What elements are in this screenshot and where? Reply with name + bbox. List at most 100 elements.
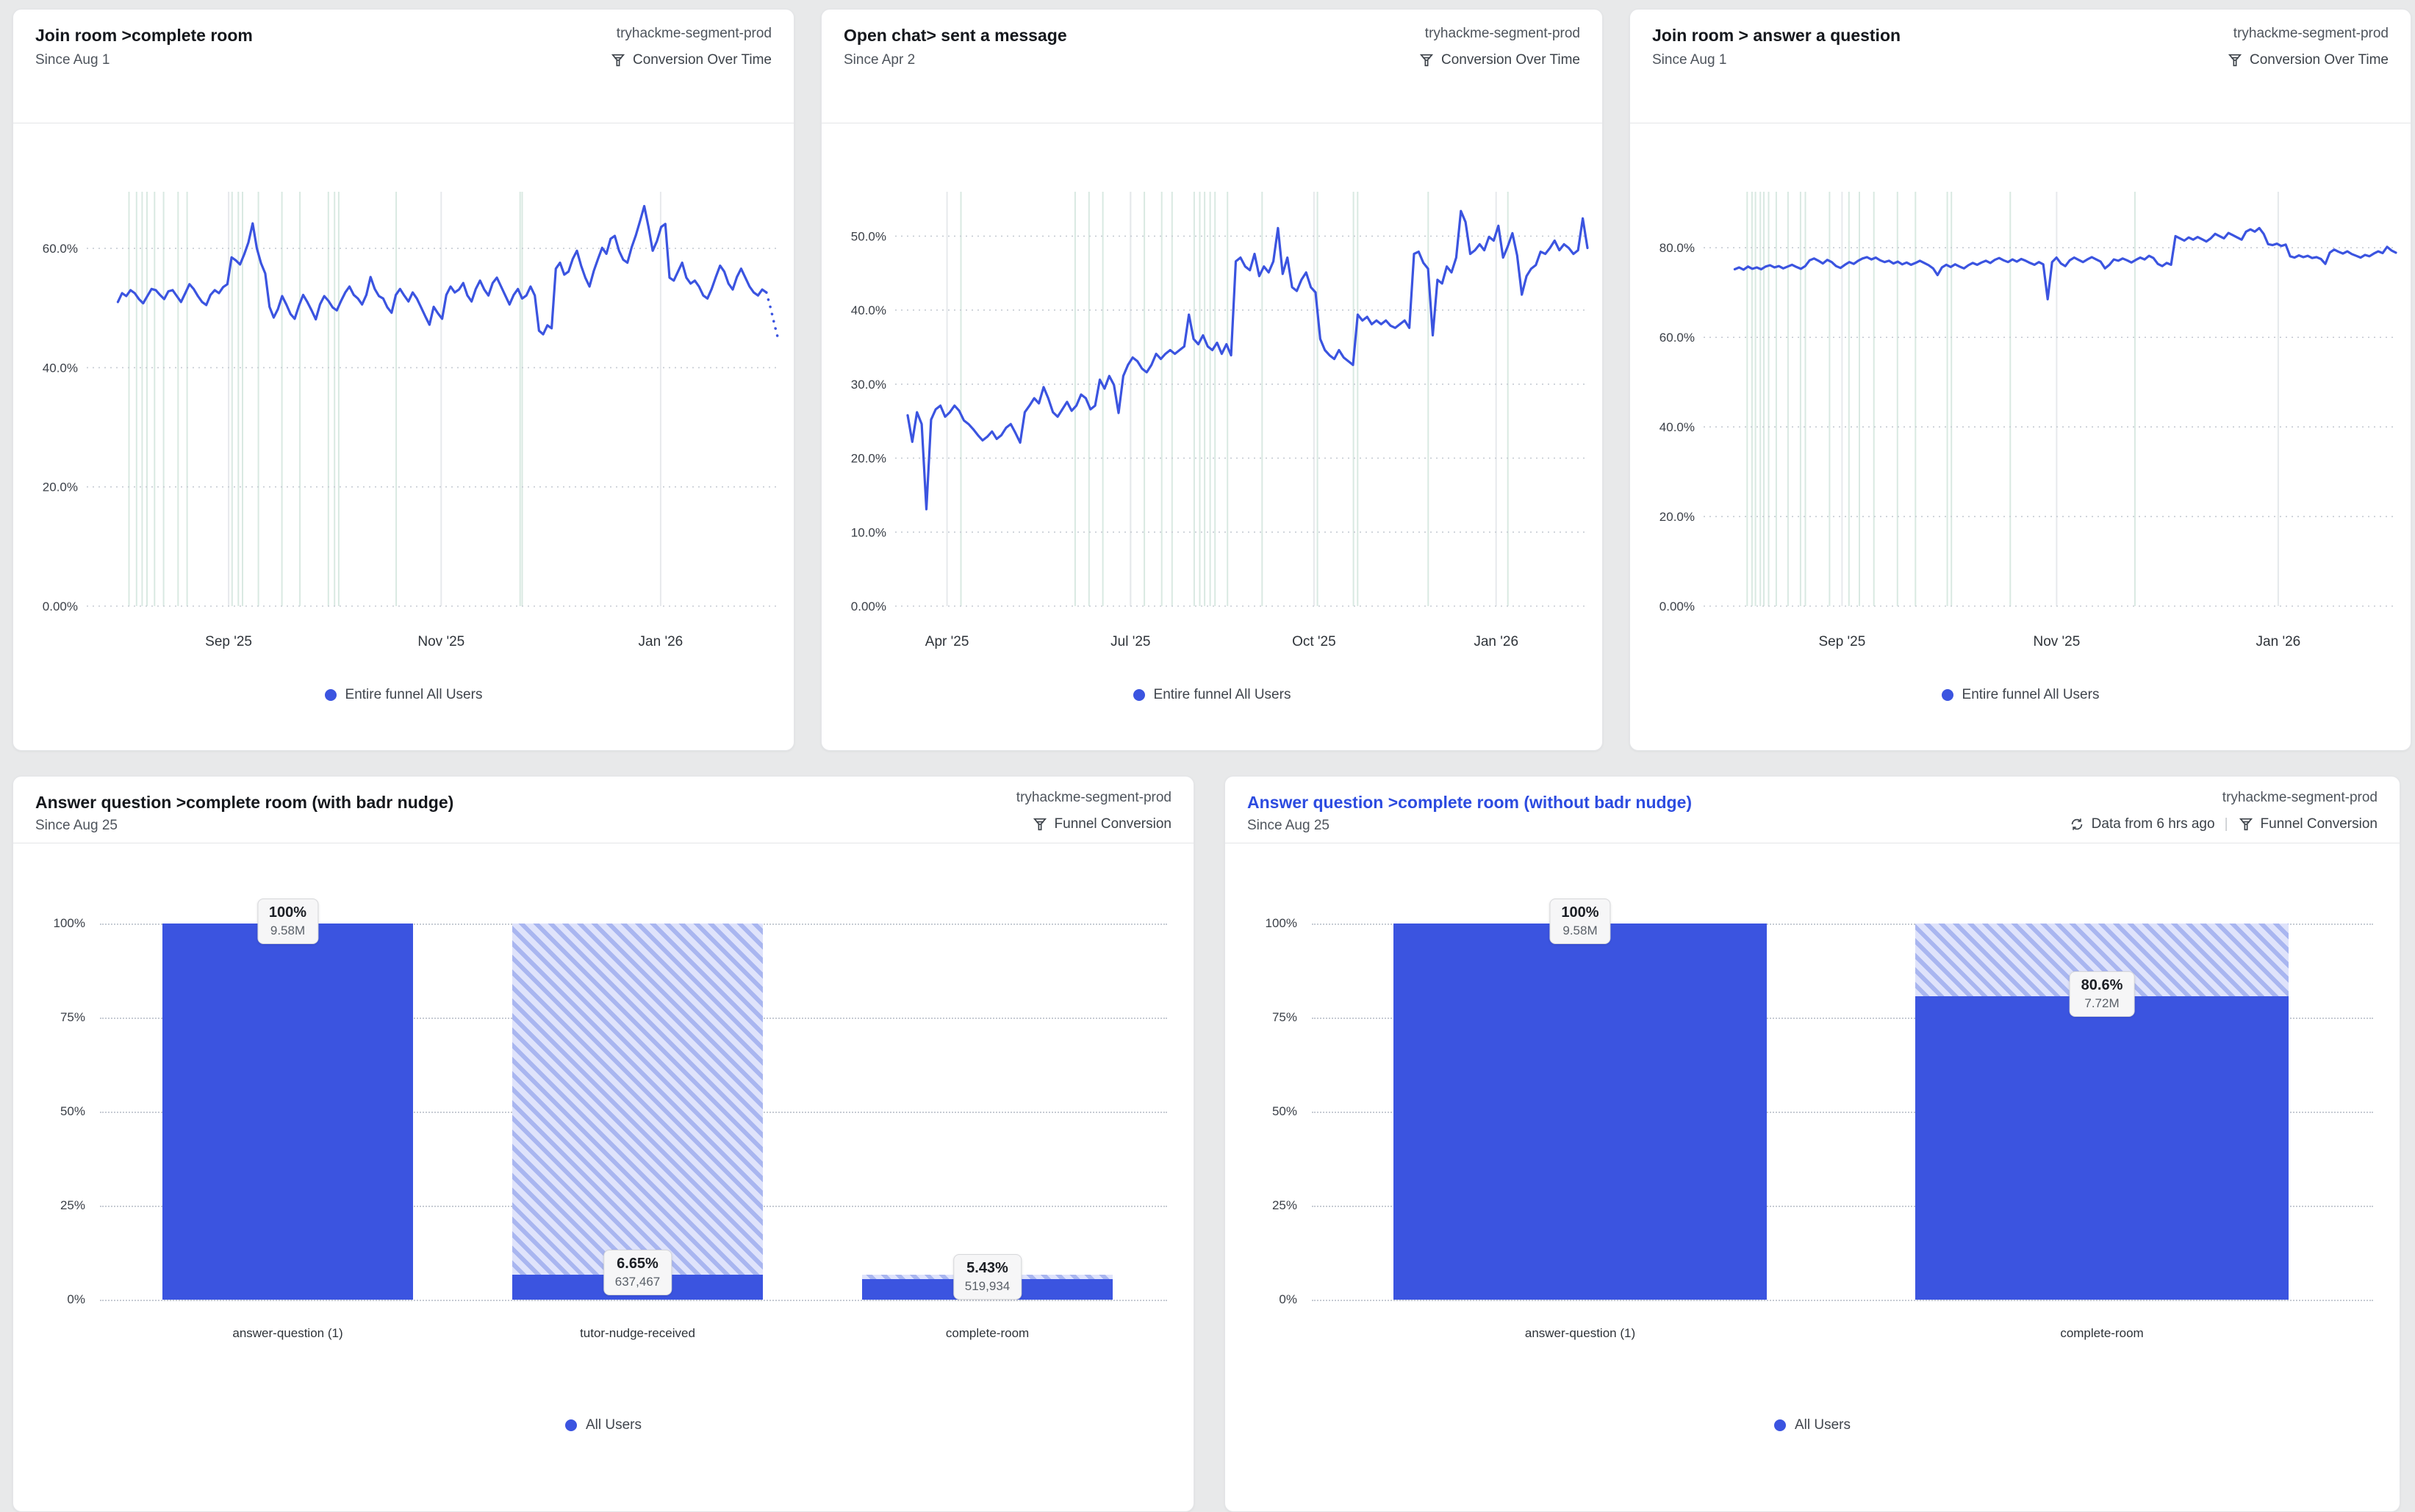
funnel-value-box: 6.65% 637,467 — [603, 1250, 672, 1295]
card-title[interactable]: Join room >complete room — [35, 26, 253, 45]
funnel-y-tick-label: 75% — [1271, 1010, 1297, 1024]
y-tick-label: 0.00% — [43, 600, 78, 613]
line-chart[interactable]: Sep '25 Nov '25 Jan '26 0.00% 20.0% 40.0% 60.0… — [1630, 123, 2411, 666]
funnel-count-value: 9.58M — [270, 924, 306, 937]
funnel-icon — [2228, 54, 2242, 67]
card-date-range: Since Aug 1 — [1652, 52, 1727, 68]
data-freshness[interactable]: Data from 6 hrs ago — [2069, 816, 2215, 832]
legend-label: Entire funnel All Users — [1153, 687, 1291, 702]
card-title[interactable]: Open chat> sent a message — [844, 26, 1067, 45]
y-tick-label: 60.0% — [43, 242, 78, 256]
refresh-icon[interactable] — [2069, 816, 2085, 832]
funnel-gridline — [1312, 924, 2373, 925]
funnel-gridline — [1312, 1300, 2373, 1301]
chart-legend[interactable]: All Users — [1225, 1417, 2400, 1433]
funnel-pct-value: 100% — [268, 904, 307, 921]
funnel-chart[interactable]: 0% 25% 50% 75% 100% 100% 9.58M answer-questio… — [1225, 843, 2400, 1386]
chart-card-join-room-complete-room[interactable]: Join room >complete room Since Aug 1 try… — [12, 9, 794, 751]
funnel-icon — [611, 54, 625, 67]
legend-label: Entire funnel All Users — [1962, 687, 2100, 702]
chart-card-open-chat-sent-message[interactable]: Open chat> sent a message Since Apr 2 tr… — [821, 9, 1603, 751]
legend-label: All Users — [1794, 1417, 1851, 1433]
funnel-y-tick-label: 0% — [67, 1292, 85, 1306]
freshness-label: Data from 6 hrs ago — [2091, 816, 2215, 832]
funnel-bar[interactable] — [1915, 996, 2289, 1300]
funnel-y-tick-label: 50% — [60, 1104, 85, 1118]
project-name: tryhackme-segment-prod — [616, 26, 772, 41]
chart-mode-label: Conversion Over Time — [1440, 52, 1580, 68]
legend-label: All Users — [585, 1417, 642, 1433]
separator: | — [2224, 816, 2228, 832]
x-tick-label: Jan '26 — [1474, 634, 1518, 649]
funnel-step-label: answer-question (1) — [1524, 1326, 1636, 1340]
conversion-line[interactable] — [1733, 226, 2397, 300]
chart-card-funnel-without-nudge[interactable]: Answer question >complete room (without … — [1224, 776, 2400, 1512]
funnel-gridline — [1312, 1112, 2373, 1113]
card-title[interactable]: Join room > answer a question — [1652, 26, 1901, 45]
funnel-chart[interactable]: 0% 25% 50% 75% 100% 100% 9.58M answer-questio… — [13, 843, 1194, 1386]
legend-label: Entire funnel All Users — [345, 687, 483, 702]
y-tick-label: 80.0% — [1659, 241, 1695, 255]
funnel-gridline — [100, 1300, 1167, 1301]
funnel-y-tick-label: 0% — [1279, 1292, 1297, 1306]
funnel-icon — [1419, 54, 1434, 67]
conversion-line[interactable] — [906, 209, 1589, 511]
x-tick-label: Oct '25 — [1292, 634, 1336, 649]
chart-mode-label: Conversion Over Time — [632, 52, 772, 68]
legend-dot — [564, 1419, 577, 1431]
chart-legend[interactable]: Entire funnel All Users — [13, 687, 794, 703]
chart-legend[interactable]: Entire funnel All Users — [1630, 687, 2411, 703]
funnel-gridline — [1312, 1206, 2373, 1207]
chart-legend[interactable]: Entire funnel All Users — [822, 687, 1602, 703]
y-tick-label: 30.0% — [851, 378, 886, 392]
funnel-y-tick-label: 50% — [1271, 1104, 1297, 1118]
funnel-gridline — [1312, 1018, 2373, 1019]
conversion-line[interactable] — [116, 204, 768, 336]
funnel-value-box: 5.43% 519,934 — [952, 1254, 1022, 1300]
legend-dot — [1133, 689, 1145, 701]
line-chart[interactable]: Sep '25 Nov '25 Jan '26 0.00% 20.0% 40.0% 60.0… — [13, 123, 794, 666]
y-tick-label: 10.0% — [851, 525, 886, 539]
project-name: tryhackme-segment-prod — [1424, 26, 1580, 41]
card-date-range: Since Aug 25 — [35, 818, 118, 833]
chart-mode-label: Conversion Over Time — [2249, 52, 2389, 68]
x-tick-label: Nov '25 — [2033, 634, 2080, 649]
y-tick-label: 0.00% — [851, 600, 886, 613]
x-tick-label: Jul '25 — [1110, 634, 1150, 649]
x-tick-label: Sep '25 — [1818, 634, 1865, 649]
chart-legend[interactable]: All Users — [13, 1417, 1194, 1433]
funnel-step-label: complete-room — [2060, 1326, 2144, 1340]
y-tick-label: 50.0% — [851, 229, 886, 243]
card-date-range: Since Apr 2 — [844, 52, 916, 68]
funnel-y-tick-label: 25% — [60, 1198, 85, 1212]
funnel-count-value: 7.72M — [2084, 996, 2120, 1011]
funnel-step-label: answer-question (1) — [232, 1326, 343, 1340]
project-name: tryhackme-segment-prod — [1016, 790, 1171, 805]
funnel-step-label: tutor-nudge-received — [580, 1326, 695, 1340]
funnel-pct-value: 6.65% — [617, 1256, 659, 1272]
y-tick-label: 40.0% — [851, 303, 886, 317]
funnel-count-value: 9.58M — [1562, 924, 1598, 937]
card-title-link[interactable]: Answer question >complete room (without … — [1247, 793, 1693, 812]
funnel-pct-value: 80.6% — [2081, 977, 2123, 994]
x-tick-label: Nov '25 — [417, 634, 464, 649]
line-chart[interactable]: Apr '25 Jul '25 Oct '25 Jan '26 0.00% 10.0% 20… — [822, 123, 1602, 666]
project-name: tryhackme-segment-prod — [2233, 26, 2389, 41]
funnel-value-box: 100% 9.58M — [1549, 899, 1611, 944]
chart-mode-label: Funnel Conversion — [1054, 816, 1171, 832]
legend-dot — [1941, 689, 1953, 701]
y-tick-label: 60.0% — [1659, 331, 1695, 345]
funnel-bar[interactable] — [1393, 924, 1767, 1300]
funnel-step-label: complete-room — [945, 1326, 1030, 1340]
funnel-pct-value: 5.43% — [966, 1260, 1008, 1277]
card-title[interactable]: Answer question >complete room (with bad… — [35, 793, 454, 812]
chart-card-funnel-with-nudge[interactable]: Answer question >complete room (with bad… — [12, 776, 1194, 1512]
funnel-dropoff-area[interactable] — [512, 924, 763, 1275]
funnel-bar[interactable] — [162, 924, 413, 1300]
x-tick-label: Sep '25 — [205, 634, 252, 649]
funnel-y-tick-label: 100% — [1265, 916, 1297, 930]
x-tick-label: Apr '25 — [925, 634, 969, 649]
y-tick-label: 40.0% — [43, 361, 78, 375]
chart-card-join-room-answer-question[interactable]: Join room > answer a question Since Aug … — [1629, 9, 2411, 751]
funnel-count-value: 637,467 — [614, 1275, 661, 1289]
